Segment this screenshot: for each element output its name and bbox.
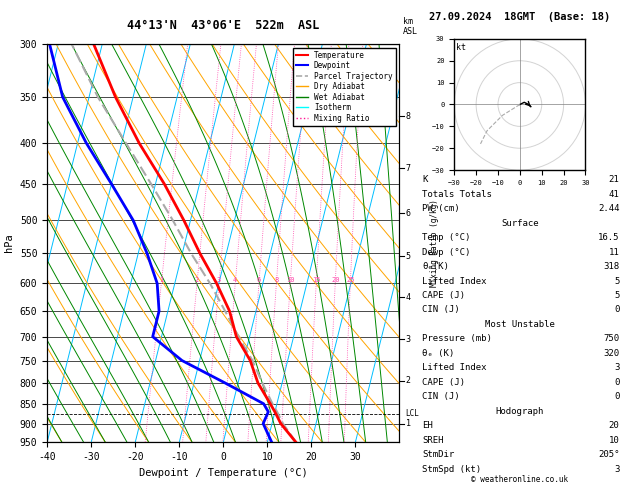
Text: kt: kt (457, 43, 467, 52)
Text: 1: 1 (406, 419, 411, 428)
Text: 2: 2 (195, 278, 199, 283)
Text: 4: 4 (406, 293, 411, 302)
Text: 41: 41 (609, 190, 620, 199)
Text: 3: 3 (614, 364, 620, 372)
Text: 320: 320 (603, 349, 620, 358)
Text: 25: 25 (346, 278, 355, 283)
Text: 3: 3 (406, 335, 411, 344)
Text: StmDir: StmDir (422, 450, 455, 459)
Text: θₑ(K): θₑ(K) (422, 262, 449, 271)
Text: 318: 318 (603, 262, 620, 271)
Text: Most Unstable: Most Unstable (485, 320, 555, 329)
Text: © weatheronline.co.uk: © weatheronline.co.uk (471, 474, 569, 484)
Text: 27.09.2024  18GMT  (Base: 18): 27.09.2024 18GMT (Base: 18) (429, 12, 611, 22)
Text: 10: 10 (286, 278, 294, 283)
Text: 205°: 205° (598, 450, 620, 459)
Text: 20: 20 (331, 278, 340, 283)
Text: CAPE (J): CAPE (J) (422, 378, 465, 387)
Text: 4: 4 (233, 278, 237, 283)
Text: PW (cm): PW (cm) (422, 204, 460, 213)
Text: 5: 5 (614, 291, 620, 300)
Text: θₑ (K): θₑ (K) (422, 349, 455, 358)
Text: LCL: LCL (406, 409, 420, 418)
Text: 0: 0 (614, 305, 620, 314)
Text: 3: 3 (614, 465, 620, 473)
Text: 2: 2 (406, 376, 411, 385)
Text: Totals Totals: Totals Totals (422, 190, 493, 199)
Text: CIN (J): CIN (J) (422, 392, 460, 401)
Text: 2.44: 2.44 (598, 204, 620, 213)
Text: SREH: SREH (422, 435, 444, 445)
Text: 44°13'N  43°06'E  522m  ASL: 44°13'N 43°06'E 522m ASL (127, 19, 320, 33)
Text: 5: 5 (406, 252, 411, 261)
Text: 8: 8 (274, 278, 279, 283)
Text: 3: 3 (217, 278, 221, 283)
Text: 8: 8 (406, 112, 411, 121)
Text: 750: 750 (603, 334, 620, 344)
Text: 6: 6 (406, 209, 411, 218)
Text: Hodograph: Hodograph (496, 407, 544, 416)
Text: 10: 10 (609, 435, 620, 445)
Legend: Temperature, Dewpoint, Parcel Trajectory, Dry Adiabat, Wet Adiabat, Isotherm, Mi: Temperature, Dewpoint, Parcel Trajectory… (293, 48, 396, 126)
Text: Lifted Index: Lifted Index (422, 364, 487, 372)
Text: 21: 21 (609, 175, 620, 184)
Text: 1: 1 (159, 278, 164, 283)
Text: Surface: Surface (501, 219, 538, 227)
Text: 7: 7 (406, 164, 411, 173)
Text: CIN (J): CIN (J) (422, 305, 460, 314)
Text: StmSpd (kt): StmSpd (kt) (422, 465, 481, 473)
Text: Temp (°C): Temp (°C) (422, 233, 470, 242)
Text: 15: 15 (312, 278, 320, 283)
X-axis label: Dewpoint / Temperature (°C): Dewpoint / Temperature (°C) (139, 468, 308, 478)
Y-axis label: hPa: hPa (4, 234, 14, 252)
Text: Dewp (°C): Dewp (°C) (422, 247, 470, 257)
Text: 0: 0 (614, 392, 620, 401)
Text: 11: 11 (609, 247, 620, 257)
Text: 16.5: 16.5 (598, 233, 620, 242)
Text: Pressure (mb): Pressure (mb) (422, 334, 493, 344)
Text: 6: 6 (257, 278, 261, 283)
Text: Lifted Index: Lifted Index (422, 277, 487, 285)
Text: 5: 5 (614, 277, 620, 285)
Text: EH: EH (422, 421, 433, 430)
Text: CAPE (J): CAPE (J) (422, 291, 465, 300)
Text: K: K (422, 175, 428, 184)
Text: 0: 0 (614, 378, 620, 387)
Text: 20: 20 (609, 421, 620, 430)
Text: km
ASL: km ASL (403, 17, 418, 36)
Text: Mixing Ratio (g/kg): Mixing Ratio (g/kg) (430, 199, 438, 287)
